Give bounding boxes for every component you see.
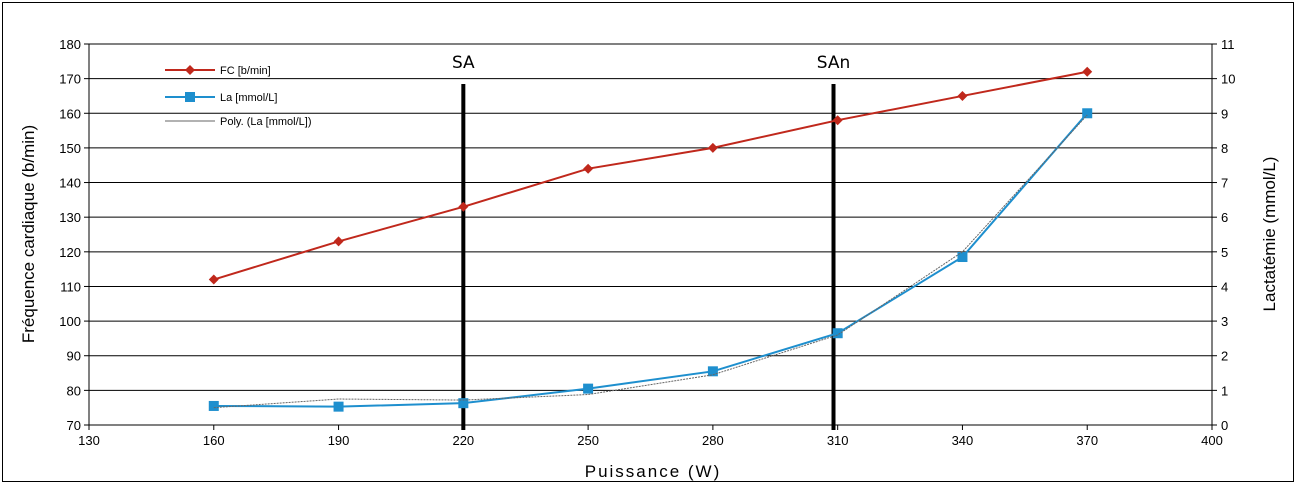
x-tick-labels: 130 160 190 220 250 280 310 340 370 400 <box>78 433 1223 448</box>
x-tick-label: 280 <box>702 433 724 448</box>
y-left-tick-label: 80 <box>67 383 81 398</box>
data-point-la <box>458 398 469 409</box>
y-left-tick-label: 100 <box>59 314 81 329</box>
x-tick-label: 220 <box>452 433 474 448</box>
y-left-tick-label: 170 <box>59 72 81 87</box>
data-point-fc <box>333 236 344 247</box>
threshold-label-sa: SA <box>452 53 475 73</box>
series-line-0 <box>213 70 1088 281</box>
y-left-tick-label: 70 <box>67 418 81 433</box>
threshold-markers: SA SAn <box>452 53 850 430</box>
x-tick-label: 190 <box>328 433 350 448</box>
data-point-la <box>208 400 219 411</box>
data-point-fc <box>583 163 594 174</box>
y-left-axis-title: Fréquence cardiaque (b/min) <box>19 125 38 343</box>
y-right-tick-label: 1 <box>1221 383 1228 398</box>
y-left-tick-label: 160 <box>59 106 81 121</box>
y-left-tick-label: 150 <box>59 141 81 156</box>
x-tick-label: 310 <box>827 433 849 448</box>
y-left-tick-labels: 70 80 90 100 110 120 130 140 150 160 170 180 <box>59 37 81 433</box>
y-right-axis-title: Lactatémie (mmol/L) <box>1260 157 1279 312</box>
series-line-1 <box>213 112 1088 408</box>
legend-label-1: La [mmol/L] <box>220 92 277 104</box>
data-point-la <box>957 252 968 263</box>
data-point-la <box>1082 108 1093 119</box>
x-tick-label: 130 <box>78 433 100 448</box>
y-left-tick-label: 90 <box>67 349 81 364</box>
y-right-tick-label: 9 <box>1221 106 1228 121</box>
x-tick-label: 160 <box>203 433 225 448</box>
y-left-tick-label: 120 <box>59 245 81 260</box>
y-right-tick-label: 7 <box>1221 176 1228 191</box>
series-line-2 <box>213 114 1088 409</box>
data-point-fc <box>1082 66 1093 77</box>
y-left-tick-label: 140 <box>59 176 81 191</box>
y-right-tick-label: 11 <box>1221 37 1235 52</box>
data-point-fc <box>458 201 469 212</box>
y-left-tick-label: 180 <box>59 37 81 52</box>
x-axis-title: Puissance (W) <box>585 462 722 481</box>
legend-label-0: FC [b/min] <box>220 65 271 77</box>
x-tick-label: 340 <box>952 433 974 448</box>
y-right-tick-label: 6 <box>1221 210 1228 225</box>
legend-marker-0 <box>185 65 195 75</box>
y-right-tick-label: 10 <box>1221 72 1235 87</box>
y-right-tick-labels: 0 1 2 3 4 5 6 7 8 9 10 11 <box>1221 37 1235 433</box>
data-point-la <box>707 366 718 377</box>
y-right-tick-label: 5 <box>1221 245 1228 260</box>
data-point-fc <box>707 142 718 153</box>
y-right-tick-label: 4 <box>1221 279 1228 294</box>
x-tick-label: 400 <box>1201 433 1223 448</box>
data-point-la <box>832 328 843 339</box>
data-point-fc <box>832 115 843 126</box>
y-left-tick-label: 110 <box>60 279 81 294</box>
data-point-fc <box>208 274 219 285</box>
legend-label-2: Poly. (La [mmol/L]) <box>220 116 312 128</box>
legend-marker-1 <box>185 92 195 102</box>
y-right-tick-label: 3 <box>1221 314 1228 329</box>
y-right-tick-label: 2 <box>1221 349 1228 364</box>
x-tick-label: 250 <box>577 433 599 448</box>
y-left-tick-label: 130 <box>59 210 81 225</box>
y-right-tick-label: 8 <box>1221 141 1228 156</box>
y-right-tick-label: 0 <box>1221 418 1228 433</box>
series-layer <box>208 66 1093 412</box>
x-tick-label: 370 <box>1076 433 1098 448</box>
data-point-fc <box>957 90 968 101</box>
threshold-label-san: SAn <box>817 53 851 73</box>
data-point-la <box>583 383 594 394</box>
legend: FC [b/min] La [mmol/L] Poly. (La [mmol/L]) <box>165 65 312 128</box>
data-point-la <box>333 401 344 412</box>
